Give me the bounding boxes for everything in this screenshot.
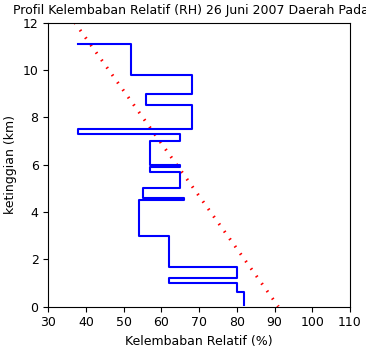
Y-axis label: ketinggian (km): ketinggian (km): [4, 115, 17, 214]
Title: Profil Kelembaban Relatif (RH) 26 Juni 2007 Daerah Padang: Profil Kelembaban Relatif (RH) 26 Juni 2…: [13, 4, 366, 17]
X-axis label: Kelembaban Relatif (%): Kelembaban Relatif (%): [125, 335, 273, 348]
